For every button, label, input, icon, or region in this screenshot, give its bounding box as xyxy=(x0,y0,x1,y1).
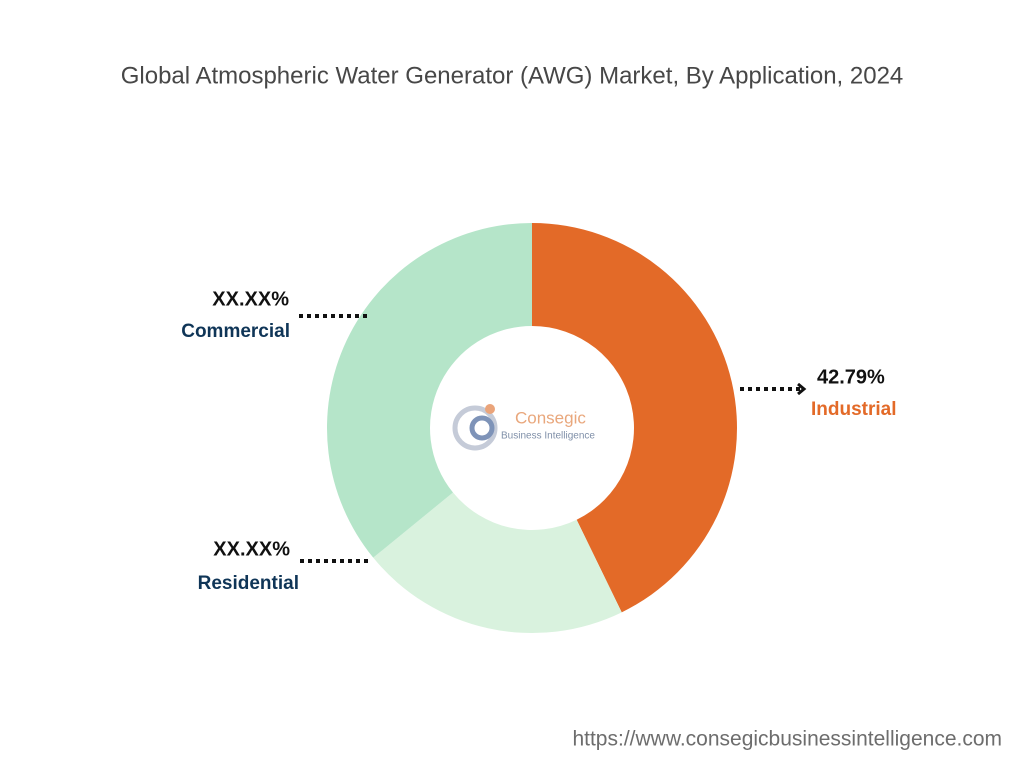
logo-icon xyxy=(485,404,495,414)
logo-tagline: Business Intelligence xyxy=(501,431,595,442)
value-label: XX.XX% xyxy=(212,288,289,310)
category-label: Commercial xyxy=(181,321,290,342)
chart-title: Global Atmospheric Water Generator (AWG)… xyxy=(121,62,904,89)
donut xyxy=(327,223,737,633)
value-label: XX.XX% xyxy=(213,538,290,560)
slice xyxy=(532,223,737,613)
logo-name: Consegic xyxy=(515,408,586,427)
category-label: Residential xyxy=(198,573,299,594)
category-label: Industrial xyxy=(811,399,897,420)
slice xyxy=(327,223,532,558)
logo-icon xyxy=(469,415,495,441)
source: https://www.consegicbusinessintelligence… xyxy=(572,728,1002,751)
value-label: 42.79% xyxy=(817,366,885,388)
slice xyxy=(373,492,622,633)
logo: Consegic Business Intelligence xyxy=(452,404,595,451)
logo-icon xyxy=(452,405,498,451)
